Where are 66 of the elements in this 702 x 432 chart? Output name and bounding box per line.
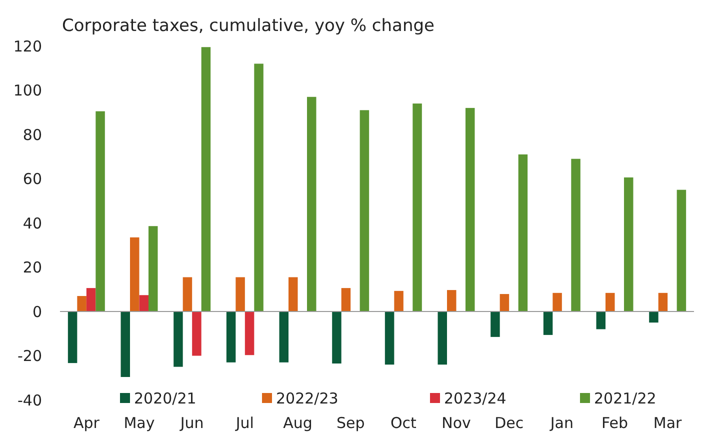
bar [649,312,658,323]
bar [120,312,130,377]
bar [174,312,183,367]
legend-label: 2023/24 [444,389,506,408]
y-tick-label: 80 [22,126,42,144]
bar [244,312,254,356]
bar [465,108,475,312]
bar [360,110,370,312]
x-tick-label: May [124,414,155,432]
bar [490,312,500,337]
bar [332,312,342,364]
x-tick-label: Jun [179,414,204,432]
x-tick-label: Feb [601,414,628,432]
legend-label: 2022/23 [276,389,338,408]
x-tick-label: Mar [653,414,683,432]
bar [412,104,422,312]
bar [201,47,211,312]
x-tick-label: Jul [234,414,254,432]
bar [606,292,615,312]
bar [658,292,668,312]
y-tick-label: 120 [13,37,42,56]
bar [96,111,105,312]
bar [676,190,686,312]
bar [279,312,289,362]
bar [438,312,448,365]
bar [288,277,298,312]
x-tick-label: Sep [336,414,365,432]
bar [500,294,510,312]
y-tick-label: 100 [13,82,42,100]
legend-label: 2020/21 [134,389,196,408]
bar [68,312,78,364]
chart-title: Corporate taxes, cumulative, yoy % change [62,16,434,36]
y-tick-label: 40 [22,214,42,232]
bar [226,312,236,362]
bar [86,288,96,312]
bar [596,312,606,330]
bar [148,226,158,312]
x-tick-label: Dec [494,414,524,432]
bar [192,312,202,356]
bar [543,312,553,335]
bar [139,295,148,312]
y-tick-label: 0 [32,302,42,321]
bar [571,158,580,312]
x-tick-label: Aug [283,414,312,432]
y-tick-label: -40 [18,391,42,410]
bar [518,154,528,312]
x-tick-label: Oct [390,414,416,432]
bar [624,177,634,312]
bar [306,96,316,312]
x-tick-label: Jan [549,414,574,432]
legend-label: 2021/22 [594,389,656,408]
bar [552,292,562,312]
bar [384,312,394,365]
y-tick-label: 20 [22,258,42,276]
bar [394,290,404,312]
x-tick-label: Apr [73,414,100,432]
bar [77,296,86,312]
bar [130,237,140,312]
bar [254,64,264,312]
bar [341,288,351,312]
y-tick-label: -20 [18,347,42,365]
bar [447,290,456,312]
bar [182,277,192,312]
x-tick-label: Nov [442,414,472,432]
y-tick-label: 60 [22,170,42,188]
bar [236,277,245,312]
